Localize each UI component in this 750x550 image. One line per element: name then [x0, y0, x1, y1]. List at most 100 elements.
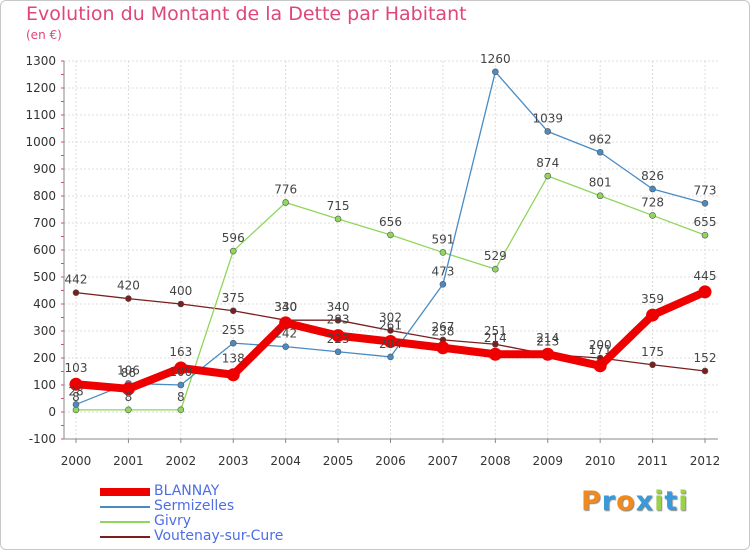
data-point — [436, 341, 450, 355]
data-label: 28 — [68, 384, 83, 398]
legend-swatch — [100, 520, 150, 523]
y-tick-label: 1300 — [25, 54, 56, 68]
data-point — [593, 359, 607, 373]
chart-title: Evolution du Montant de la Dette par Hab… — [26, 3, 467, 25]
x-tick-label: 2008 — [480, 454, 511, 468]
y-tick-label: 700 — [33, 216, 56, 230]
data-label: 8 — [72, 390, 80, 404]
data-label: 204 — [379, 337, 402, 351]
data-label: 86 — [121, 366, 136, 380]
data-point — [282, 343, 289, 350]
data-label: 874 — [536, 156, 559, 170]
data-label: 267 — [431, 320, 454, 334]
legend-swatch — [100, 487, 150, 496]
legend-item: BLANNAY — [100, 484, 283, 499]
x-tick-label: 2001 — [113, 454, 144, 468]
y-tick-label: 0 — [48, 405, 56, 419]
x-tick-label: 2005 — [323, 454, 354, 468]
data-label: 962 — [589, 132, 612, 146]
logo-letter: i — [654, 486, 665, 517]
data-label: 8 — [177, 390, 185, 404]
data-point — [334, 215, 342, 223]
data-label: 261 — [379, 319, 402, 333]
data-point — [701, 199, 709, 207]
y-tick-label: 800 — [33, 189, 56, 203]
data-label: 801 — [589, 176, 612, 190]
data-label: 1260 — [480, 52, 511, 66]
x-tick-label: 2006 — [375, 454, 406, 468]
y-tick-label: 300 — [33, 324, 56, 338]
data-point — [596, 148, 604, 156]
data-point — [646, 308, 660, 322]
legend-label: Voutenay-sur-Cure — [154, 528, 284, 544]
data-point — [279, 316, 293, 330]
legend-label: Sermizelles — [154, 498, 235, 514]
data-point — [226, 368, 240, 382]
data-point — [174, 361, 188, 375]
data-point — [488, 347, 502, 361]
data-point — [121, 382, 135, 396]
data-point — [649, 185, 656, 193]
data-label: 340 — [274, 300, 297, 314]
data-point — [177, 406, 185, 414]
y-tick-label: 900 — [33, 162, 56, 176]
logo-letter: x — [635, 486, 655, 517]
data-label: 715 — [327, 199, 350, 213]
data-label: 100 — [169, 365, 192, 379]
data-point — [387, 353, 394, 361]
data-label: 330 — [274, 300, 297, 314]
y-tick-label: 400 — [33, 297, 56, 311]
logo-letter: i — [678, 486, 689, 517]
data-label: 238 — [431, 325, 454, 339]
data-label: 826 — [641, 169, 664, 183]
data-label: 442 — [65, 273, 88, 287]
grid — [64, 60, 718, 440]
data-label: 255 — [222, 323, 245, 337]
data-labels: 442 420 400 375 340 340 302 267 251 213 200 175 152 8… — [65, 52, 717, 404]
data-label: 214 — [536, 331, 559, 345]
data-label: 445 — [694, 269, 717, 283]
data-point — [72, 401, 80, 408]
data-label: 283 — [327, 313, 350, 327]
y-tick-label: 100 — [33, 378, 56, 392]
data-point — [282, 199, 289, 206]
data-label: 591 — [431, 232, 454, 246]
x-tick-label: 2000 — [61, 454, 92, 468]
logo-letter: r — [601, 486, 617, 517]
data-point — [701, 231, 709, 239]
logo-letter: t — [664, 486, 679, 517]
data-point — [649, 212, 656, 219]
logo-letter: P — [581, 486, 602, 517]
data-label: 251 — [484, 324, 507, 338]
y-tick-label: 200 — [33, 351, 56, 365]
data-point — [439, 280, 447, 288]
data-label: 340 — [327, 300, 350, 314]
data-point — [69, 377, 83, 391]
x-tick-label: 2002 — [166, 454, 197, 468]
data-point — [334, 316, 342, 324]
x-tick-label: 2009 — [532, 454, 563, 468]
data-label: 302 — [379, 310, 402, 324]
data-point — [229, 339, 237, 347]
data-label: 420 — [117, 279, 140, 293]
data-label: 656 — [379, 215, 402, 229]
data-label: 171 — [589, 343, 612, 357]
data-point — [331, 329, 345, 343]
x-tick-label: 2012 — [690, 454, 721, 468]
data-label: 596 — [222, 231, 245, 245]
y-tick-label: 1000 — [25, 135, 56, 149]
legend-label: BLANNAY — [154, 483, 220, 499]
data-point — [492, 265, 499, 273]
data-label: 529 — [484, 249, 507, 263]
y-tick-label: 500 — [33, 270, 56, 284]
data-point — [229, 247, 237, 255]
data-point — [177, 381, 185, 389]
legend-swatch — [100, 535, 150, 538]
chart-unit: (en €) — [26, 28, 62, 42]
data-label: 728 — [641, 195, 664, 209]
y-tick-label: -100 — [29, 432, 56, 446]
x-tick-label: 2011 — [637, 454, 668, 468]
x-tick-label: 2004 — [270, 454, 301, 468]
data-point — [387, 231, 394, 239]
